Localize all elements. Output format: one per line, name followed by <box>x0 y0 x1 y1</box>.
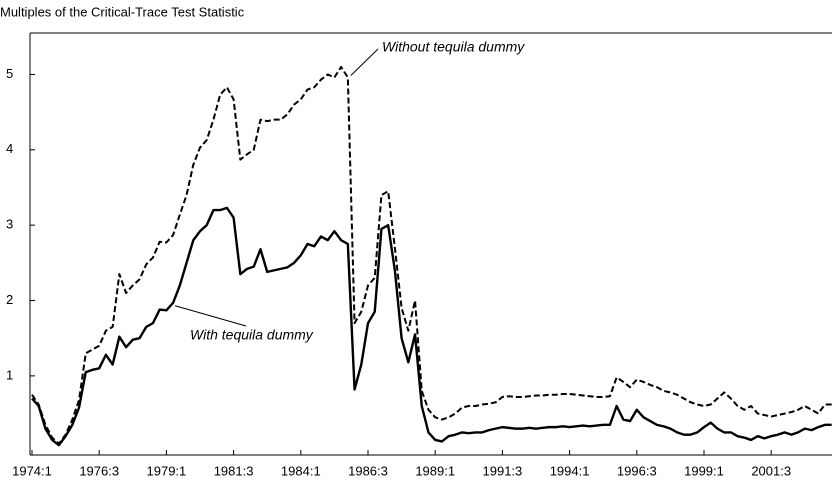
leader-line <box>350 48 379 76</box>
leader-line <box>174 305 247 327</box>
y-tick-label: 3 <box>6 217 13 232</box>
x-tick-label: 2001:3 <box>751 463 791 478</box>
series-label: With tequila dummy <box>190 327 314 343</box>
x-tick-label: 1979:1 <box>147 463 187 478</box>
x-tick-label: 1989:1 <box>415 463 455 478</box>
x-tick-label: 1999:1 <box>684 463 724 478</box>
chart-title: Multiples of the Critical-Trace Test Sta… <box>0 4 245 19</box>
x-tick-label: 1981:3 <box>214 463 254 478</box>
x-tick-label: 1991:3 <box>483 463 523 478</box>
x-tick-label: 1984:1 <box>281 463 321 478</box>
x-tick-label: 1976:3 <box>79 463 119 478</box>
x-tick-label: 1996:3 <box>617 463 657 478</box>
x-tick-label: 1994:1 <box>550 463 590 478</box>
y-tick-label: 1 <box>6 367 13 382</box>
x-tick-label: 1974:1 <box>12 463 52 478</box>
y-tick-label: 2 <box>6 292 13 307</box>
series-line <box>31 65 832 445</box>
series-label: Without tequila dummy <box>382 39 525 55</box>
x-tick-label: 1986:3 <box>348 463 388 478</box>
y-tick-label: 4 <box>6 141 13 156</box>
series-line <box>31 206 832 447</box>
y-tick-label: 5 <box>6 66 13 81</box>
